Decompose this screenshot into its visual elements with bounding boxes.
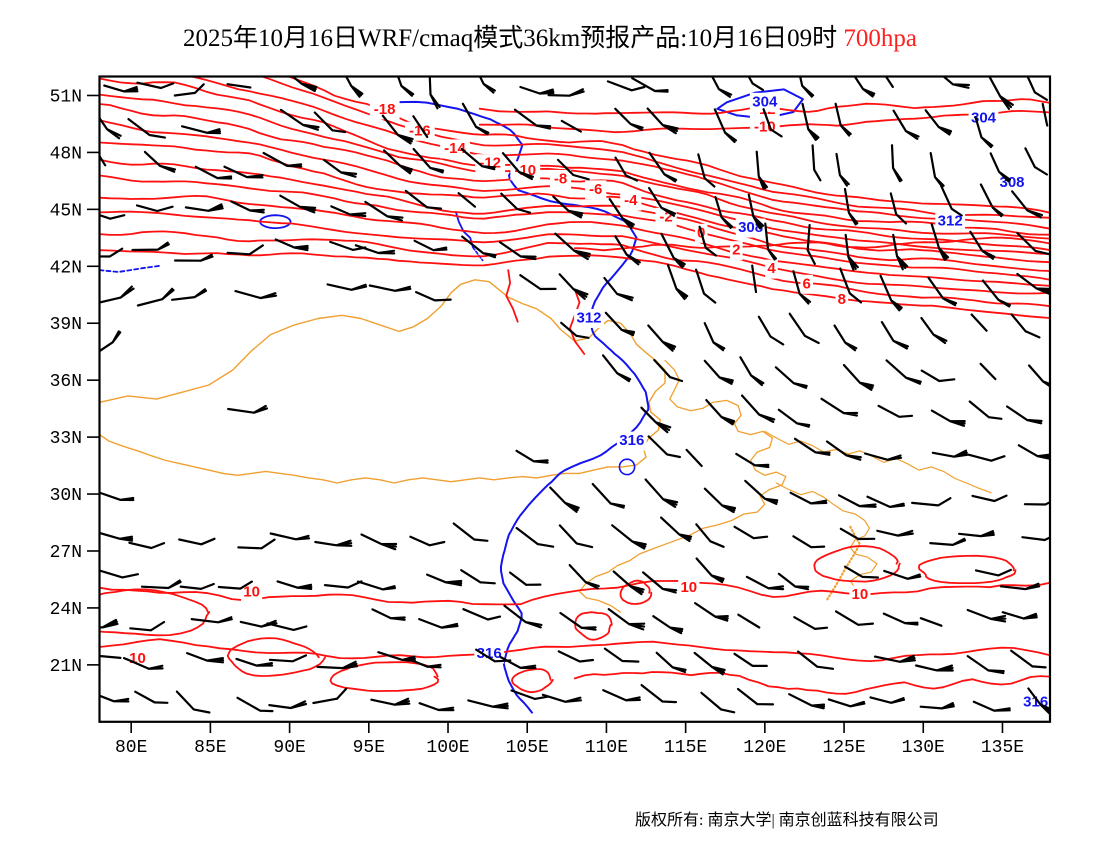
svg-text:-6: -6 <box>589 181 602 198</box>
svg-text:-8: -8 <box>554 170 567 187</box>
svg-text:304: 304 <box>752 93 778 110</box>
svg-text:110E: 110E <box>585 738 628 758</box>
svg-text:-10: -10 <box>754 119 776 136</box>
svg-text:4: 4 <box>767 260 776 277</box>
svg-text:120E: 120E <box>743 738 786 758</box>
svg-text:85E: 85E <box>194 738 226 758</box>
svg-text:21N: 21N <box>50 657 82 677</box>
svg-text:33N: 33N <box>50 429 82 449</box>
svg-text:105E: 105E <box>506 738 549 758</box>
svg-text:51N: 51N <box>50 87 82 107</box>
svg-text:80E: 80E <box>115 738 147 758</box>
svg-text:115E: 115E <box>664 738 707 758</box>
svg-text:130E: 130E <box>902 738 945 758</box>
svg-text:312: 312 <box>938 213 963 230</box>
svg-text:10: 10 <box>852 586 869 603</box>
svg-text:30N: 30N <box>50 486 82 506</box>
svg-text:-4: -4 <box>624 192 638 209</box>
svg-text:48N: 48N <box>50 144 82 164</box>
svg-text:135E: 135E <box>981 738 1024 758</box>
svg-text:6: 6 <box>803 275 811 292</box>
svg-text:27N: 27N <box>50 543 82 563</box>
svg-text:-18: -18 <box>374 101 396 118</box>
svg-text:90E: 90E <box>273 738 305 758</box>
svg-text:42N: 42N <box>50 258 82 278</box>
svg-text:100E: 100E <box>426 738 469 758</box>
svg-text:95E: 95E <box>353 738 385 758</box>
svg-text:45N: 45N <box>50 201 82 221</box>
svg-text:316: 316 <box>619 432 644 449</box>
svg-text:39N: 39N <box>50 315 82 335</box>
svg-text:10: 10 <box>680 579 697 596</box>
svg-text:8: 8 <box>838 291 846 308</box>
svg-text:2: 2 <box>732 242 740 259</box>
svg-text:312: 312 <box>576 309 601 326</box>
svg-text:-14: -14 <box>444 140 466 157</box>
svg-text:24N: 24N <box>50 600 82 620</box>
svg-text:36N: 36N <box>50 372 82 392</box>
svg-text:125E: 125E <box>822 738 865 758</box>
